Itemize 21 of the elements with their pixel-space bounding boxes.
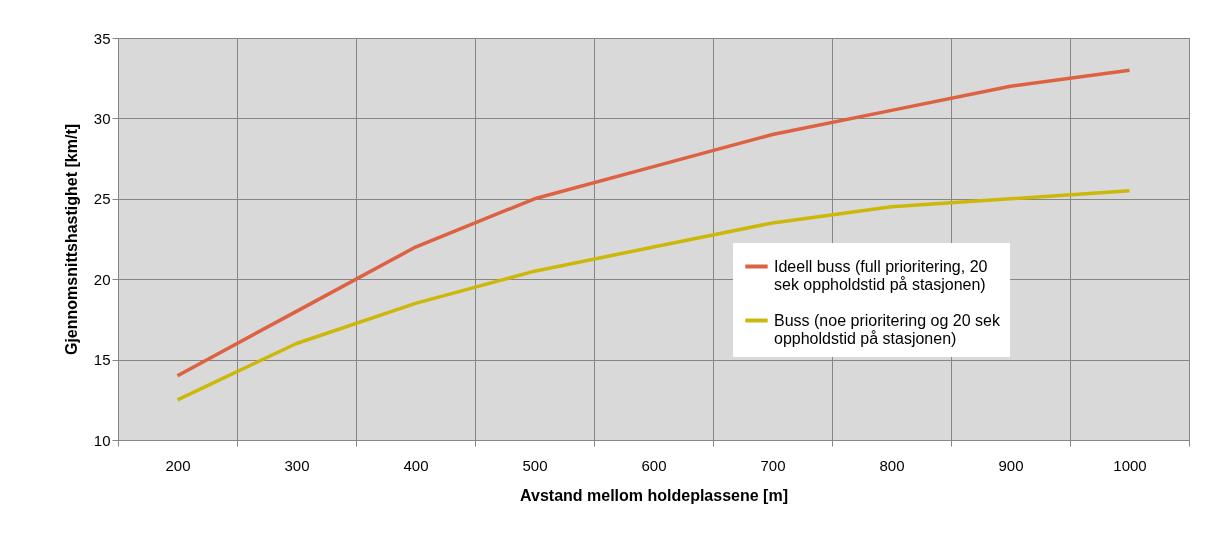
x-tick-label: 600 [641, 456, 667, 474]
line-series [175, 68, 1132, 378]
legend-label: Ideell buss (full prioritering, 20 sek oppholdstid på stasjonen) [774, 257, 988, 293]
line-series [175, 189, 1132, 402]
x-tick-label: 200 [165, 456, 191, 474]
y-tick-label: 35 [93, 29, 111, 47]
x-tick-label: 1000 [1113, 456, 1147, 474]
x-tick-label: 800 [879, 456, 905, 474]
y-tick-label: 15 [93, 351, 111, 369]
legend-label: Buss (noe prioritering og 20 sek oppholdstid på stasjonen) [774, 311, 1001, 347]
y-tick-label: 20 [93, 270, 111, 288]
x-tick-label: 700 [760, 456, 786, 474]
x-tick-label: 300 [284, 456, 310, 474]
x-tick-label: 500 [522, 456, 548, 474]
y-tick-label: 10 [93, 431, 111, 449]
x-axis-title: Avstand mellom holdeplassene [m] [520, 486, 788, 504]
y-tick-label: 30 [93, 109, 111, 127]
x-tick-label: 900 [998, 456, 1024, 474]
x-tick-label: 400 [403, 456, 429, 474]
y-axis-title: Gjennomsnittshastighet [km/t] [62, 123, 80, 356]
y-tick-label: 25 [93, 190, 111, 208]
